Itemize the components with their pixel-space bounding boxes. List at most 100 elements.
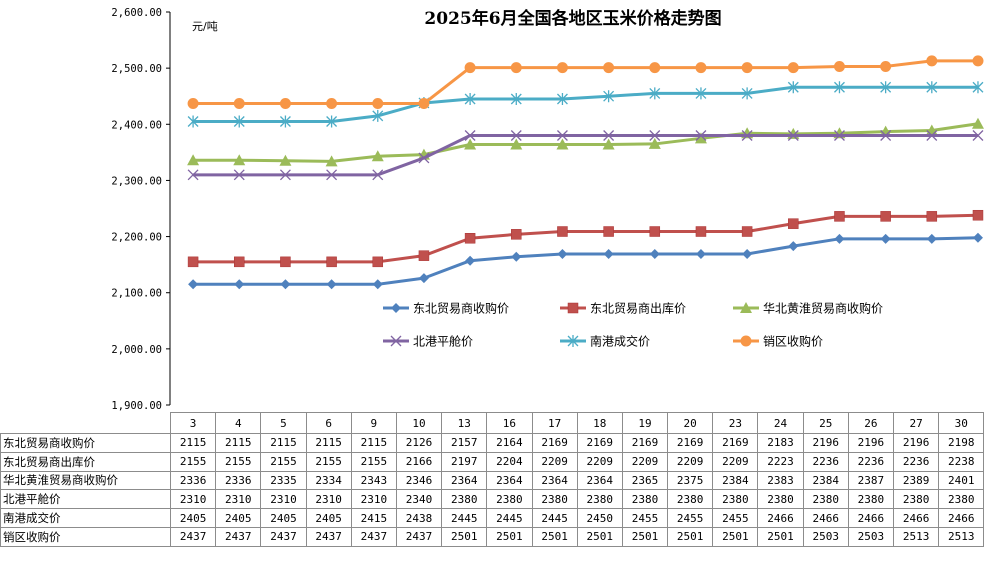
table-cell: 2455 bbox=[712, 508, 759, 528]
data-point bbox=[926, 130, 938, 141]
table-cell: 2209 bbox=[531, 451, 578, 472]
table-cell: 2169 bbox=[712, 433, 759, 453]
table-cell: 2310 bbox=[215, 489, 262, 510]
legend-item: 销区收购价 bbox=[733, 334, 823, 349]
table-cell: 2335 bbox=[260, 470, 307, 491]
table-cell: 2209 bbox=[621, 451, 669, 472]
table-cell: 2196 bbox=[847, 433, 895, 453]
data-point bbox=[649, 87, 661, 100]
table-header-cell: 20 bbox=[667, 412, 714, 434]
table-cell: 2466 bbox=[802, 508, 849, 528]
table-cell: 2236 bbox=[802, 451, 849, 472]
data-point bbox=[695, 130, 707, 141]
table-cell: 2340 bbox=[395, 489, 443, 510]
data-point bbox=[834, 130, 845, 141]
table-cell: 2336 bbox=[169, 470, 217, 491]
table-corner-cell bbox=[0, 412, 171, 434]
data-point bbox=[972, 232, 983, 243]
table-cell: 2455 bbox=[621, 508, 669, 528]
data-point bbox=[972, 55, 984, 67]
table-cell: 2401 bbox=[938, 470, 985, 491]
legend-item: 北港平舱价 bbox=[383, 335, 473, 349]
y-tick-label: 1,900.00 bbox=[111, 400, 162, 412]
data-point bbox=[372, 169, 384, 181]
table-header-cell: 30 bbox=[938, 412, 985, 434]
table-cell: 2405 bbox=[260, 508, 307, 528]
legend-label: 北港平舱价 bbox=[413, 335, 473, 349]
legend-marker bbox=[740, 335, 752, 347]
data-point bbox=[695, 87, 707, 100]
legend-marker bbox=[567, 335, 579, 347]
series-line bbox=[193, 134, 978, 177]
table-cell: 2223 bbox=[757, 451, 804, 472]
legend-label: 东北贸易商收购价 bbox=[413, 301, 509, 316]
table-cell: 2209 bbox=[712, 451, 759, 472]
table-header-cell: 19 bbox=[621, 412, 669, 434]
legend-marker bbox=[390, 335, 402, 347]
data-point bbox=[418, 273, 429, 284]
data-point bbox=[464, 93, 476, 106]
table-cell: 2501 bbox=[576, 526, 623, 547]
data-point bbox=[464, 130, 476, 141]
table-header-cell: 27 bbox=[892, 412, 940, 434]
data-point bbox=[510, 93, 522, 106]
table-row: 南港成交价 2405 2405 2405 2405 2415 2438 2445 2445 244… bbox=[0, 508, 985, 528]
table-cell: 2466 bbox=[892, 508, 940, 528]
series-2 bbox=[187, 209, 984, 268]
table-cell: 2169 bbox=[531, 433, 578, 453]
data-point bbox=[187, 154, 200, 166]
data-point bbox=[649, 248, 660, 259]
data-point bbox=[280, 279, 291, 290]
table-row-label: 南港成交价 bbox=[0, 508, 171, 528]
table-cell: 2445 bbox=[441, 508, 488, 528]
y-tick-label: 2,600.00 bbox=[111, 7, 162, 19]
table-cell: 2236 bbox=[892, 451, 940, 472]
table-cell: 2501 bbox=[621, 526, 669, 547]
table-header-cell: 25 bbox=[802, 412, 849, 434]
series-4 bbox=[187, 130, 984, 181]
series-line bbox=[193, 85, 978, 123]
data-point bbox=[695, 226, 707, 237]
table-row-label: 华北黄淮贸易商收购价 bbox=[0, 470, 171, 491]
table-header-cell: 23 bbox=[712, 412, 759, 434]
y-tick-label: 2,400.00 bbox=[111, 119, 162, 131]
table-cell: 2346 bbox=[395, 470, 443, 491]
data-point bbox=[880, 130, 892, 141]
data-table: 3 4 5 6 9 10 13 16 17 18 19 20 23 24 25 26 27 30 东北贸易商收购价 2… bbox=[0, 412, 985, 547]
table-cell: 2380 bbox=[847, 489, 895, 510]
table-row-label: 销区收购价 bbox=[0, 526, 171, 547]
data-point bbox=[187, 115, 199, 128]
chart-title: 2025年6月全国各地区玉米价格走势图 bbox=[424, 8, 721, 29]
table-cell: 2164 bbox=[486, 433, 533, 453]
table-cell: 2380 bbox=[667, 489, 714, 510]
data-point bbox=[371, 150, 384, 162]
table-cell: 2115 bbox=[305, 433, 352, 453]
data-point bbox=[695, 248, 706, 259]
data-point bbox=[464, 62, 476, 74]
data-point bbox=[649, 62, 661, 74]
data-point bbox=[279, 98, 291, 110]
table-cell: 2384 bbox=[802, 470, 849, 491]
data-point bbox=[880, 60, 892, 72]
y-tick-label: 2,100.00 bbox=[111, 288, 162, 300]
data-point bbox=[326, 256, 337, 268]
data-point bbox=[603, 130, 615, 141]
legend-marker bbox=[391, 303, 401, 313]
table-cell: 2380 bbox=[441, 489, 488, 510]
data-point bbox=[187, 169, 199, 181]
data-point bbox=[279, 154, 292, 166]
table-cell: 2380 bbox=[712, 489, 759, 510]
table-header-cell: 16 bbox=[486, 412, 533, 434]
legend-label: 南港成交价 bbox=[590, 334, 650, 349]
table-cell: 2310 bbox=[169, 489, 217, 510]
data-point bbox=[834, 233, 845, 244]
data-point bbox=[833, 60, 845, 72]
data-point bbox=[926, 233, 937, 244]
table-header-cell: 3 bbox=[169, 412, 217, 434]
data-point bbox=[880, 233, 891, 244]
table-cell: 2196 bbox=[802, 433, 849, 453]
data-point bbox=[188, 279, 199, 290]
data-point bbox=[879, 125, 892, 137]
table-cell: 2437 bbox=[305, 526, 352, 547]
